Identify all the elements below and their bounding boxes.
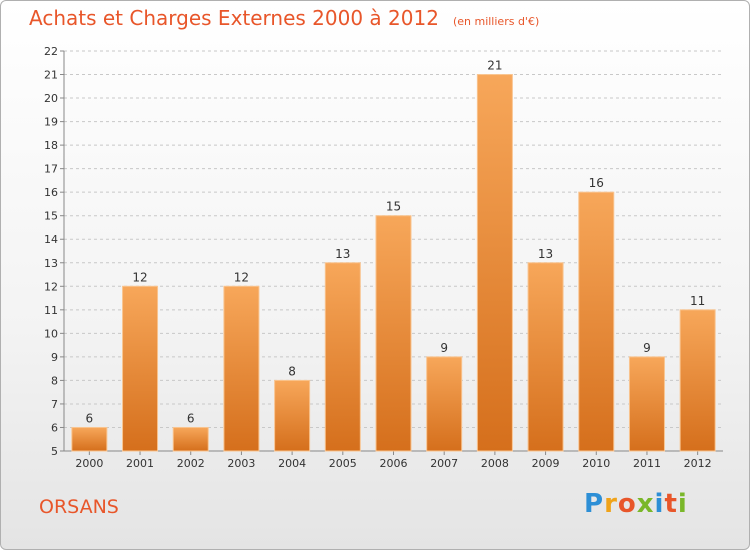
y-tick-label: 21 — [44, 69, 58, 82]
x-tick-label: 2012 — [684, 457, 712, 470]
x-tick-label: 2004 — [278, 457, 306, 470]
x-tick-label: 2009 — [532, 457, 560, 470]
bar-value-label: 12 — [132, 270, 147, 284]
y-tick-label: 10 — [44, 327, 58, 340]
bar-value-label: 6 — [187, 411, 195, 425]
bar-2001 — [122, 285, 159, 452]
bar-value-label: 8 — [288, 364, 296, 378]
bar-2010 — [578, 191, 615, 452]
bar-value-label: 9 — [643, 341, 651, 355]
bar-2000 — [71, 426, 108, 452]
bar-2003 — [223, 285, 260, 452]
place-name: ORSANS — [39, 496, 119, 518]
x-tick-label: 2003 — [227, 457, 255, 470]
bar-2011 — [628, 356, 665, 452]
bar-value-label: 21 — [487, 59, 502, 73]
bars — [71, 74, 716, 452]
logo-letter: i — [654, 489, 665, 519]
bar-2007 — [426, 356, 463, 452]
bar-value-label: 6 — [86, 411, 94, 425]
bar-2002 — [172, 426, 209, 452]
chart-title-text: Achats et Charges Externes 2000 à 2012 — [29, 6, 439, 30]
chart-title: Achats et Charges Externes 2000 à 2012 (e… — [29, 6, 539, 30]
logo-letter: x — [636, 489, 655, 519]
y-tick-label: 12 — [44, 280, 58, 293]
y-tick-label: 9 — [51, 351, 58, 364]
logo-letter: i — [677, 489, 688, 519]
logo-letter: t — [664, 489, 678, 519]
logo-letter: o — [617, 489, 637, 519]
bar-value-label: 9 — [440, 341, 448, 355]
x-tick-label: 2001 — [126, 457, 154, 470]
x-tick-label: 2005 — [329, 457, 357, 470]
bar-2012 — [679, 309, 716, 452]
y-tick-label: 15 — [44, 210, 58, 223]
y-tick-label: 11 — [44, 304, 58, 317]
x-tick-label: 2011 — [633, 457, 661, 470]
y-tick-label: 22 — [44, 45, 58, 58]
bar-2005 — [324, 262, 361, 452]
logo-letter: P — [584, 489, 605, 519]
y-tick-label: 14 — [44, 233, 58, 246]
bar-value-label: 15 — [386, 200, 401, 214]
labels: 5 6 7 8 9 10 11 12 13 14 15 16 17 18 19 20 21 22 6 2000 12 20… — [44, 45, 712, 470]
y-tick-label: 5 — [51, 445, 58, 458]
bar-value-label: 13 — [335, 247, 350, 261]
bar-2009 — [527, 262, 564, 452]
y-tick-label: 7 — [51, 398, 58, 411]
x-tick-label: 2006 — [380, 457, 408, 470]
x-tick-label: 2010 — [582, 457, 610, 470]
x-tick-label: 2007 — [430, 457, 458, 470]
bar-value-label: 16 — [589, 176, 604, 190]
y-tick-label: 6 — [51, 421, 58, 434]
bar-value-label: 13 — [538, 247, 553, 261]
logo-letter: r — [604, 489, 618, 519]
y-tick-label: 16 — [44, 186, 58, 199]
chart-unit: (en milliers d'€) — [452, 15, 540, 28]
y-tick-label: 18 — [44, 139, 58, 152]
y-tick-label: 17 — [44, 163, 58, 176]
bar-2008 — [476, 74, 513, 452]
proxiti-logo: Proxiti — [584, 489, 688, 519]
y-tick-label: 20 — [44, 92, 58, 105]
bar-value-label: 11 — [690, 294, 705, 308]
y-tick-label: 8 — [51, 374, 58, 387]
y-tick-label: 13 — [44, 257, 58, 270]
bar-value-label: 12 — [234, 270, 249, 284]
x-tick-label: 2008 — [481, 457, 509, 470]
bar-2004 — [274, 379, 311, 452]
x-tick-label: 2000 — [75, 457, 103, 470]
x-tick-label: 2002 — [177, 457, 205, 470]
y-tick-label: 19 — [44, 116, 58, 129]
bar-2006 — [375, 215, 412, 452]
